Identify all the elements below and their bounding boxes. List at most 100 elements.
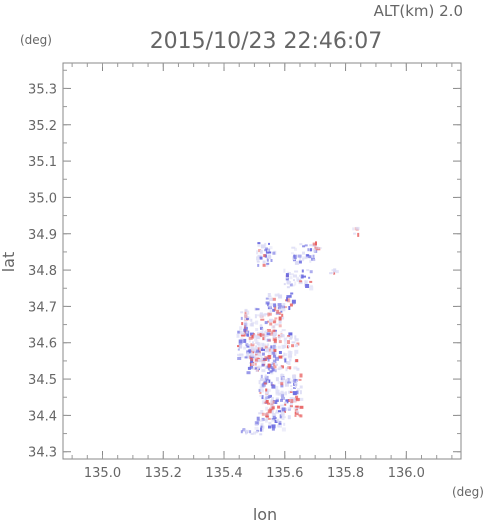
echo-cell xyxy=(296,410,300,414)
echo-cell xyxy=(280,404,285,407)
echo-cell xyxy=(294,405,299,408)
echo-cell xyxy=(259,347,263,351)
echo-cell xyxy=(246,371,251,375)
echo-cell xyxy=(278,340,282,344)
echo-cell xyxy=(284,401,288,404)
echo-cell xyxy=(254,360,258,363)
echo-cell xyxy=(244,321,248,324)
echo-cell xyxy=(253,431,257,435)
echo-cell xyxy=(244,356,248,359)
plot-frame xyxy=(62,62,462,460)
echo-cell xyxy=(273,342,277,345)
echo-cell xyxy=(267,305,272,308)
echo-cell xyxy=(256,314,260,317)
y-tick-label: 34.3 xyxy=(28,446,57,461)
echo-cell xyxy=(255,368,259,372)
echo-cell xyxy=(295,359,299,363)
echo-cell xyxy=(287,381,292,384)
echo-cell xyxy=(309,244,313,247)
echo-cell xyxy=(296,367,300,371)
echo-cell xyxy=(288,345,290,348)
echo-cell xyxy=(251,346,256,350)
echo-cell xyxy=(299,385,303,389)
echo-cell xyxy=(260,244,265,249)
echo-cell xyxy=(261,327,264,332)
echo-cell xyxy=(267,367,270,371)
echo-cell xyxy=(355,226,360,230)
echo-cell xyxy=(296,342,300,346)
echo-cell xyxy=(299,256,302,260)
echo-cell xyxy=(274,323,279,326)
echo-cell xyxy=(240,332,245,335)
echo-cell xyxy=(261,395,264,400)
echo-cell xyxy=(270,347,273,352)
echo-cell xyxy=(293,279,295,282)
x-tick-label: 135.4 xyxy=(205,466,242,481)
echo-cell xyxy=(331,271,334,274)
echo-cell xyxy=(250,359,254,364)
echo-cell xyxy=(278,410,281,413)
echo-cell xyxy=(255,328,259,331)
echo-cell xyxy=(275,389,280,394)
echo-cell xyxy=(288,332,293,336)
x-tick-label: 135.2 xyxy=(145,466,182,481)
echo-cell xyxy=(266,388,269,393)
echo-cell xyxy=(268,421,272,425)
echo-cell xyxy=(266,396,270,400)
y-tick-label: 34.8 xyxy=(28,264,57,279)
echo-cell xyxy=(271,351,276,355)
echo-cell xyxy=(239,353,244,356)
echo-cell xyxy=(259,392,262,394)
echo-cell xyxy=(267,293,271,297)
echo-cell xyxy=(261,400,264,405)
echo-cell xyxy=(333,268,337,273)
echo-cell xyxy=(265,301,270,305)
echo-cell xyxy=(297,254,302,258)
echo-cell xyxy=(273,349,277,353)
echo-cell xyxy=(270,366,274,370)
echo-cell xyxy=(283,345,287,349)
echo-cell xyxy=(256,256,260,261)
echo-cell xyxy=(259,419,264,423)
echo-cell xyxy=(318,247,323,249)
echo-cell xyxy=(281,407,286,412)
echo-cell xyxy=(312,242,317,246)
echo-cell xyxy=(250,322,254,327)
echo-cell xyxy=(315,241,317,246)
echo-cell xyxy=(289,359,292,361)
echo-cell xyxy=(274,361,277,364)
echo-cell xyxy=(263,331,266,336)
echo-cell xyxy=(267,417,271,420)
echo-cell xyxy=(292,284,295,287)
echo-cell xyxy=(265,388,268,392)
echo-cell xyxy=(265,250,269,254)
echo-cell xyxy=(294,281,297,286)
echo-cell xyxy=(294,353,297,356)
echo-cell xyxy=(291,246,296,249)
echo-cell xyxy=(273,331,278,335)
echo-cell xyxy=(244,308,248,312)
echo-cell xyxy=(287,378,290,383)
echo-cell xyxy=(266,394,270,398)
echo-cell xyxy=(261,352,265,356)
echo-cell xyxy=(275,377,279,382)
echo-cell xyxy=(261,333,265,337)
echo-cell xyxy=(249,430,252,434)
echo-cell xyxy=(281,344,285,349)
echo-cell xyxy=(289,276,293,280)
echo-cell xyxy=(278,422,282,425)
echo-cell xyxy=(259,333,262,338)
echo-cell xyxy=(269,310,272,314)
echo-cell xyxy=(280,384,284,388)
y-tick-label: 34.9 xyxy=(28,228,57,243)
echo-cell xyxy=(289,351,293,354)
echo-cell xyxy=(266,348,269,353)
echo-cell xyxy=(254,362,257,366)
echo-cell xyxy=(353,232,357,235)
echo-cell xyxy=(269,298,273,301)
echo-cell xyxy=(244,310,247,315)
echo-cell xyxy=(255,340,259,344)
echo-cell xyxy=(300,274,304,279)
echo-cell xyxy=(261,369,266,373)
